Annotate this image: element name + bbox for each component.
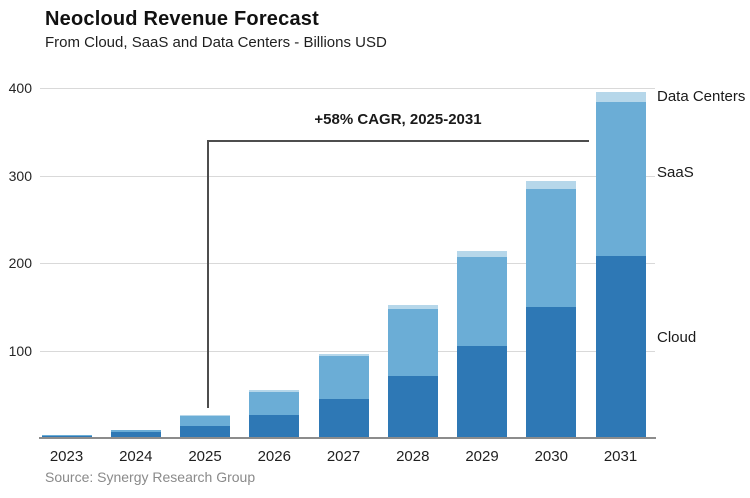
y-axis-tick-100: 100 bbox=[8, 342, 32, 359]
bar-2024-segment-cloud bbox=[110, 431, 161, 438]
cagr-annotation: +58% CAGR, 2025-2031 bbox=[314, 111, 482, 128]
bar-2028-segment-saas bbox=[387, 309, 438, 376]
bar-2026-segment-data-centers bbox=[249, 389, 300, 392]
y-axis-tick-300: 300 bbox=[8, 167, 32, 184]
source-note: Source: Synergy Research Group bbox=[45, 469, 256, 485]
series-label-saas: SaaS bbox=[657, 164, 694, 181]
x-axis-line bbox=[39, 437, 656, 439]
bar-2024-segment-saas bbox=[110, 430, 161, 432]
y-axis-tick-200: 200 bbox=[8, 255, 32, 271]
bar-2024 bbox=[110, 430, 161, 438]
bar-2027-segment-saas bbox=[318, 355, 369, 399]
bar-2029-segment-data-centers bbox=[457, 250, 507, 257]
x-axis-tick-2031: 2031 bbox=[603, 448, 638, 465]
bar-2031-segment-saas bbox=[595, 102, 646, 256]
bar-2031-segment-cloud bbox=[595, 256, 646, 438]
bar-2030-segment-data-centers bbox=[526, 180, 577, 189]
bar-2026-segment-saas bbox=[249, 391, 300, 416]
bar-2029 bbox=[457, 250, 507, 438]
chart-subtitle: From Cloud, SaaS and Data Centers - Bill… bbox=[45, 34, 387, 51]
bar-2026 bbox=[249, 389, 300, 438]
x-axis-tick-2025: 2025 bbox=[188, 448, 222, 465]
x-axis-tick-2024: 2024 bbox=[119, 448, 153, 465]
gridline-300 bbox=[40, 175, 655, 177]
bar-2030-segment-cloud bbox=[526, 306, 577, 438]
series-label-cloud: Cloud bbox=[657, 329, 697, 346]
bar-2031-segment-data-centers bbox=[595, 92, 646, 102]
x-axis-tick-2027: 2027 bbox=[326, 448, 361, 465]
gridline-200 bbox=[40, 263, 655, 264]
x-axis-tick-2026: 2026 bbox=[257, 448, 291, 465]
x-axis-tick-2029: 2029 bbox=[465, 448, 499, 465]
bar-2026-segment-cloud bbox=[249, 415, 300, 438]
x-axis-tick-2023: 2023 bbox=[49, 448, 84, 465]
cagr-bracket-horizontal-line bbox=[207, 140, 589, 142]
bar-2027 bbox=[318, 354, 369, 438]
bar-2028-segment-cloud bbox=[387, 375, 438, 438]
bar-2025-segment-saas bbox=[180, 416, 230, 426]
bar-2025 bbox=[180, 415, 230, 438]
bar-2031 bbox=[595, 92, 646, 438]
cagr-bracket-vertical-line bbox=[207, 140, 209, 408]
gridline-100 bbox=[40, 350, 655, 352]
bar-2029-segment-saas bbox=[457, 256, 507, 347]
bar-2025-segment-cloud bbox=[180, 425, 230, 438]
bar-2027-segment-data-centers bbox=[318, 354, 369, 356]
bar-2030-segment-saas bbox=[526, 188, 577, 307]
x-axis-tick-2030: 2030 bbox=[534, 448, 568, 465]
bar-2029-segment-cloud bbox=[457, 346, 507, 438]
chart-title: Neocloud Revenue Forecast bbox=[45, 8, 319, 30]
gridline-400 bbox=[40, 88, 655, 89]
bar-2028 bbox=[387, 305, 438, 438]
bar-2027-segment-cloud bbox=[318, 398, 369, 438]
series-label-data-centers: Data Centers bbox=[657, 88, 746, 105]
y-axis-tick-400: 400 bbox=[8, 80, 32, 96]
bar-2030 bbox=[526, 180, 577, 438]
bar-2023-segment-cloud bbox=[41, 435, 92, 438]
bar-2028-segment-data-centers bbox=[387, 305, 438, 310]
bar-2023 bbox=[41, 435, 92, 438]
x-axis-tick-2028: 2028 bbox=[396, 448, 430, 465]
bar-2025-segment-data-centers bbox=[180, 415, 230, 417]
